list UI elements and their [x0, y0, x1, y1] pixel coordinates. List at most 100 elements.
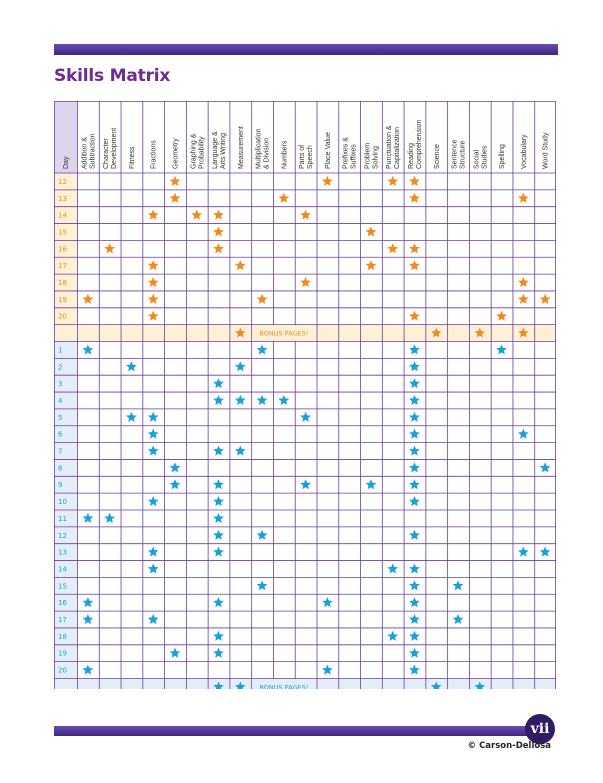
star-icon — [407, 359, 421, 373]
column-header-22: Word Study — [543, 132, 550, 169]
star-icon — [81, 595, 95, 609]
star-icon — [212, 477, 226, 491]
column-header-label: Addition & — [81, 137, 88, 169]
star-icon — [407, 427, 421, 440]
star-icon — [407, 461, 421, 474]
column-header-14: Problem Solving — [364, 143, 379, 169]
star-icon — [299, 208, 313, 221]
day-label: 15 — [58, 228, 67, 236]
column-header-0: Day — [63, 156, 70, 169]
star-icon — [168, 477, 182, 491]
star-icon — [103, 241, 117, 255]
column-header-5: Geometry — [172, 138, 179, 169]
star-icon — [146, 410, 160, 423]
column-header-11: Parts of Speech — [299, 145, 314, 169]
star-icon — [407, 494, 421, 508]
star-icon — [407, 376, 421, 390]
column-header-13: Prefixes & Suffixes — [343, 137, 358, 169]
day-label: 5 — [58, 414, 62, 422]
star-icon — [81, 663, 95, 676]
day-label: 17 — [58, 616, 67, 624]
star-icon — [146, 562, 160, 575]
star-icon — [299, 477, 313, 491]
star-icon — [473, 680, 487, 689]
star-icon — [516, 545, 530, 558]
column-header-label: Measurement — [238, 126, 245, 169]
star-icon — [212, 646, 226, 659]
column-header-label: Arts Writing — [220, 133, 227, 169]
column-header-9: Multiplication & Division — [256, 128, 271, 169]
column-header-label: Subtraction — [89, 133, 96, 169]
star-icon — [124, 359, 138, 373]
star-icon — [233, 326, 247, 339]
page-number-badge: vii — [525, 714, 555, 744]
column-header-4: Fractions — [151, 140, 158, 169]
day-label: 12 — [58, 178, 67, 186]
day-label: 14 — [58, 212, 67, 220]
star-icon — [233, 680, 247, 689]
star-icon — [212, 494, 226, 508]
star-icon — [81, 343, 95, 356]
column-header-label: Speech — [307, 145, 314, 169]
day-label: 17 — [58, 262, 67, 270]
star-icon — [233, 393, 247, 407]
column-header-label: Fractions — [151, 140, 158, 169]
star-icon — [407, 309, 421, 322]
star-icon — [407, 343, 421, 356]
column-header-label: Comprehension — [416, 119, 423, 169]
day-label: 4 — [58, 397, 63, 405]
day-label: 7 — [58, 448, 62, 456]
star-icon — [146, 494, 160, 508]
bonus-label: BONUS PAGES! — [259, 330, 308, 338]
star-icon — [212, 225, 226, 238]
star-icon — [81, 612, 95, 626]
day-label: 14 — [58, 565, 67, 573]
day-label: 18 — [58, 279, 67, 287]
column-header-21: Vocabulary — [521, 134, 528, 169]
star-icon — [407, 477, 421, 491]
star-icon — [212, 376, 226, 390]
column-header-label: & Division — [264, 138, 271, 169]
star-icon — [212, 444, 226, 457]
column-header-15: Punctuation & Capitalization — [386, 125, 401, 169]
column-header-label: Suffixes — [351, 144, 358, 169]
star-icon — [168, 461, 182, 474]
star-icon — [277, 393, 291, 407]
star-icon — [146, 427, 160, 440]
star-icon — [473, 326, 487, 339]
column-header-label: Place Value — [325, 132, 332, 169]
column-header-1: Addition & Subtraction — [81, 133, 96, 169]
star-icon — [212, 393, 226, 407]
day-label: 16 — [58, 599, 67, 607]
day-label: 20 — [58, 667, 67, 675]
star-icon — [407, 578, 421, 592]
star-icon — [407, 258, 421, 272]
day-label: 18 — [58, 633, 67, 641]
column-header-8: Measurement — [238, 126, 245, 169]
column-header-3: Fitness — [129, 146, 136, 169]
column-header-label: Capitalization — [394, 127, 401, 169]
day-label: 13 — [58, 549, 67, 557]
star-icon — [516, 326, 530, 339]
star-icon — [320, 595, 334, 609]
day-label: 19 — [58, 296, 67, 304]
star-icon — [81, 292, 95, 305]
column-header-label: Reading — [408, 143, 415, 169]
day-label: 12 — [58, 532, 67, 540]
star-icon — [146, 545, 160, 558]
star-icon — [364, 477, 378, 491]
star-icon — [516, 275, 530, 289]
star-icon — [407, 629, 421, 642]
star-icon — [277, 191, 291, 204]
star-icon — [538, 292, 552, 305]
copyright-text: © Carson-Dellosa — [467, 741, 551, 751]
header-day-bg — [54, 101, 77, 173]
column-header-label: Social — [473, 149, 480, 169]
day-label: 2 — [58, 363, 62, 371]
bottom-decorative-bar — [54, 726, 534, 736]
star-icon — [212, 241, 226, 255]
star-icon — [146, 612, 160, 626]
star-icon — [233, 444, 247, 457]
star-icon — [212, 528, 226, 541]
star-icon — [407, 663, 421, 676]
